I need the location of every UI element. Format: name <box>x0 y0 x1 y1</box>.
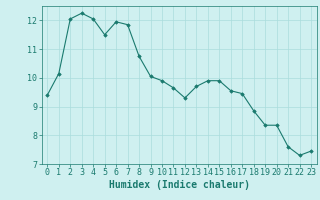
X-axis label: Humidex (Indice chaleur): Humidex (Indice chaleur) <box>109 180 250 190</box>
